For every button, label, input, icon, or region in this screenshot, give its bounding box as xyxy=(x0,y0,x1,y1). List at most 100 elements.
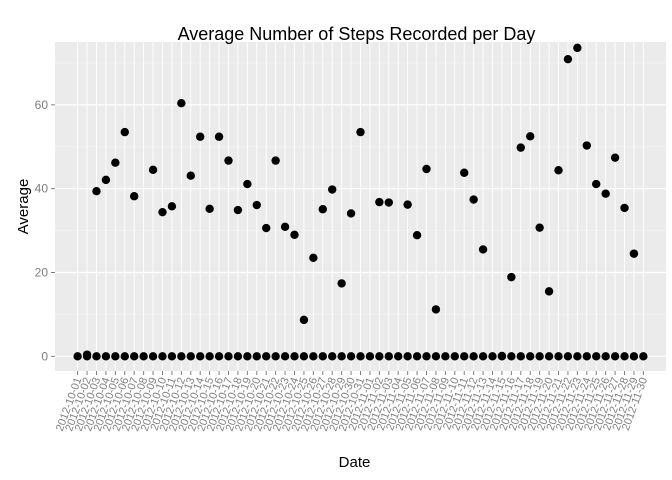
x-axis-ticks: 2012-10-012012-10-022012-10-032012-10-04… xyxy=(54,371,650,433)
data-point xyxy=(92,187,101,196)
data-point xyxy=(299,315,309,325)
data-point-zero xyxy=(177,352,186,361)
data-point-zero xyxy=(290,352,299,361)
data-point xyxy=(469,195,478,204)
data-point-zero xyxy=(111,352,120,361)
y-tick-label: 40 xyxy=(35,182,49,196)
data-point-zero xyxy=(601,352,610,361)
data-point-zero xyxy=(629,352,639,361)
data-point xyxy=(328,185,337,194)
data-point-zero xyxy=(318,352,327,361)
data-point-zero xyxy=(488,352,497,361)
data-point-zero xyxy=(620,352,629,361)
data-point xyxy=(535,223,544,232)
data-point xyxy=(610,153,620,162)
data-point-zero xyxy=(441,352,450,361)
data-point xyxy=(318,205,327,214)
data-point-zero xyxy=(309,352,318,361)
data-point xyxy=(101,175,111,185)
data-point-zero xyxy=(328,352,337,361)
zero-points xyxy=(73,352,648,361)
data-point-zero xyxy=(469,352,478,361)
data-point xyxy=(592,179,601,189)
data-point-zero xyxy=(610,352,620,361)
data-point xyxy=(516,143,525,152)
data-point-zero xyxy=(262,352,271,361)
data-point xyxy=(130,192,139,201)
data-point-zero xyxy=(507,352,516,361)
data-point-zero xyxy=(148,352,158,361)
data-point xyxy=(629,249,639,258)
data-point xyxy=(460,168,469,177)
data-point-zero xyxy=(375,352,384,361)
data-point-zero xyxy=(384,352,393,361)
data-point xyxy=(412,231,422,240)
data-point-zero xyxy=(243,352,252,361)
data-point xyxy=(196,132,205,141)
data-point xyxy=(252,200,261,210)
data-point xyxy=(337,279,346,288)
x-axis-title: Date xyxy=(339,454,371,471)
data-point-zero xyxy=(167,352,177,361)
y-tick-label: 60 xyxy=(35,98,49,112)
data-point xyxy=(431,305,441,314)
data-point-zero xyxy=(73,352,82,361)
data-point-zero xyxy=(356,352,365,361)
data-point-zero xyxy=(460,352,469,361)
data-point-zero xyxy=(450,352,459,361)
data-point xyxy=(120,127,129,137)
data-point-zero xyxy=(365,352,375,361)
data-point-zero xyxy=(337,352,346,361)
data-point-zero xyxy=(299,352,309,361)
data-point xyxy=(233,205,243,215)
data-points xyxy=(82,43,639,361)
data-point xyxy=(384,198,393,207)
data-point-zero xyxy=(224,352,233,361)
data-point-zero xyxy=(403,352,412,361)
data-point-zero xyxy=(554,352,563,361)
data-point-zero xyxy=(563,352,573,361)
data-point-zero xyxy=(196,352,205,361)
y-tick-label: 0 xyxy=(41,349,48,363)
data-point-zero xyxy=(101,352,111,361)
data-point-zero xyxy=(280,352,290,361)
data-point-zero xyxy=(233,352,243,361)
data-point-zero xyxy=(478,352,488,361)
data-point xyxy=(601,189,610,198)
y-axis-ticks: 0 20 40 60 xyxy=(35,98,55,363)
y-tick-label: 20 xyxy=(35,266,49,280)
data-point xyxy=(526,132,535,141)
data-point xyxy=(158,207,167,217)
data-point xyxy=(620,203,629,213)
data-point xyxy=(224,156,233,165)
data-point-zero xyxy=(158,352,167,361)
data-point-zero xyxy=(92,352,101,361)
data-point xyxy=(167,202,177,211)
data-point-zero xyxy=(516,352,525,361)
data-point xyxy=(507,272,516,282)
data-point-zero xyxy=(582,352,591,361)
data-point-zero xyxy=(394,352,403,361)
data-point-zero xyxy=(346,352,356,361)
data-point-zero xyxy=(120,352,129,361)
data-point xyxy=(280,222,290,232)
data-point xyxy=(262,223,271,233)
data-point xyxy=(544,287,554,296)
data-point-zero xyxy=(205,352,214,361)
chart-title: Average Number of Steps Recorded per Day xyxy=(178,24,536,44)
data-point xyxy=(186,171,195,180)
data-point-zero xyxy=(592,352,601,361)
data-point-zero xyxy=(130,352,139,361)
data-point xyxy=(243,179,252,189)
data-point-zero xyxy=(422,352,431,361)
data-point-zero xyxy=(431,352,441,361)
data-point-zero xyxy=(526,352,535,361)
data-point xyxy=(422,164,431,174)
data-point xyxy=(582,141,591,150)
data-point xyxy=(346,209,356,218)
data-point xyxy=(375,197,384,207)
data-point xyxy=(111,158,120,167)
grid-major xyxy=(55,42,666,371)
data-point xyxy=(205,204,214,214)
